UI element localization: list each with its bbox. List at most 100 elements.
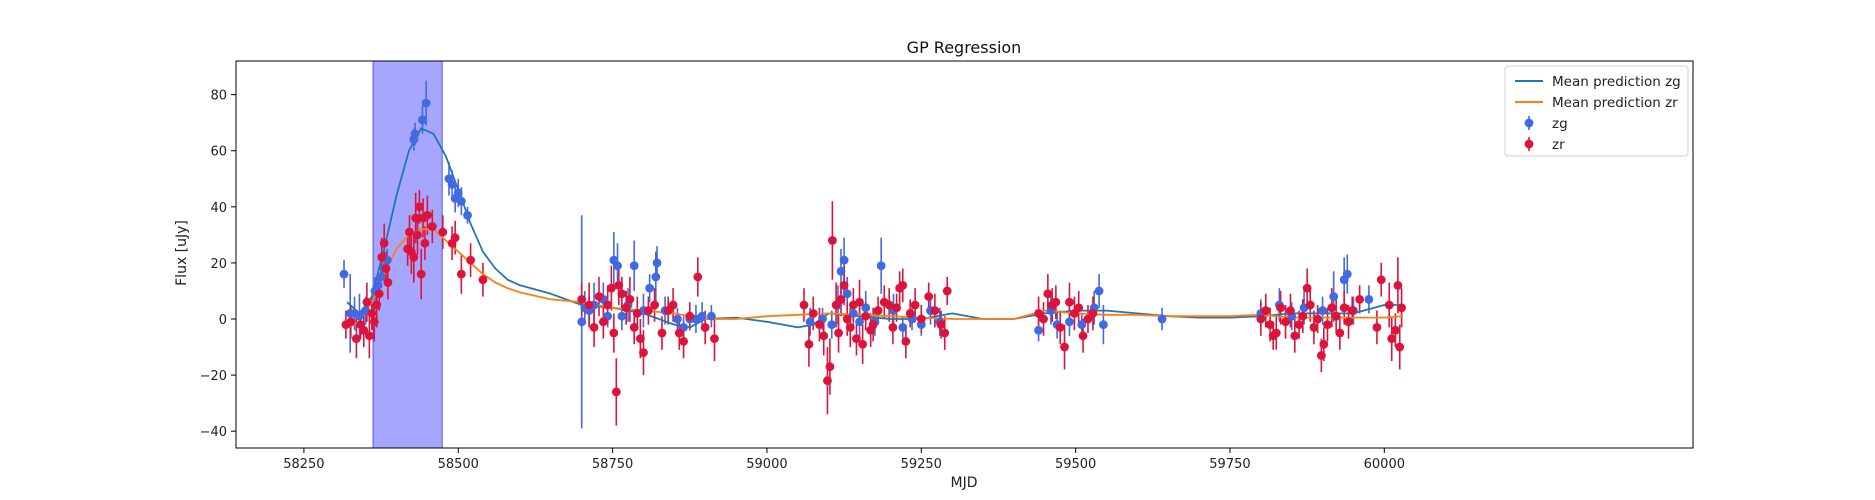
data-point-zg (651, 272, 661, 282)
x-tick-label: 58500 (438, 457, 479, 472)
data-point-zr (381, 264, 391, 273)
y-tick-label: 0 (219, 313, 227, 328)
data-point-zr (1309, 323, 1319, 332)
mean-line-zg (346, 127, 1403, 329)
data-point-zr (1078, 331, 1088, 341)
y-tick-label: −20 (200, 369, 227, 384)
data-point-layer (339, 98, 1406, 397)
data-point-zr (842, 314, 852, 324)
data-point-zg (1329, 292, 1339, 301)
data-point-zr (825, 362, 835, 372)
data-point-zr (411, 213, 421, 223)
data-point-zr (625, 294, 635, 304)
legend-label: zr (1552, 137, 1565, 153)
data-point-zr (679, 337, 688, 346)
mean-line-zr (346, 228, 1403, 329)
x-tick-label: 59750 (1209, 457, 1250, 472)
data-point-zg (617, 311, 627, 321)
data-point-zr (940, 328, 950, 338)
data-point-zr (1276, 303, 1285, 313)
data-point-zr (1271, 328, 1281, 338)
data-point-zr (1347, 306, 1357, 315)
data-point-zg (1318, 306, 1327, 315)
data-point-zr (416, 269, 426, 279)
data-point-zg (463, 210, 472, 220)
data-point-zr (1316, 351, 1326, 360)
data-point-zr (367, 308, 377, 318)
x-tick-label: 59000 (746, 457, 787, 472)
y-tick-label: −40 (200, 425, 227, 440)
data-point-zr (855, 297, 864, 307)
data-point-zr (668, 300, 678, 310)
data-point-zr (916, 314, 926, 324)
data-point-zr (422, 210, 432, 220)
data-point-zr (873, 306, 883, 315)
data-point-zg (373, 280, 383, 290)
data-point-zg (418, 115, 427, 125)
data-point-zg (1157, 314, 1167, 324)
data-point-zr (942, 286, 952, 296)
legend-box (1504, 65, 1689, 157)
data-point-zr (621, 303, 631, 313)
data-point-zg (1077, 320, 1087, 330)
data-point-zr (644, 306, 653, 315)
data-point-zr (819, 331, 829, 341)
data-point-zr (868, 320, 878, 330)
data-point-zr (836, 294, 846, 304)
data-point-zr (924, 292, 934, 301)
data-point-zg (898, 323, 908, 332)
data-point-zr (1298, 311, 1308, 321)
data-point-zr (1327, 303, 1337, 313)
data-point-zr (603, 300, 613, 310)
data-point-zr (374, 289, 384, 299)
x-axis-label: MJD (951, 475, 978, 491)
data-point-zr (1344, 317, 1353, 327)
data-point-zr (910, 300, 920, 310)
data-point-zg (652, 258, 662, 268)
data-point-zr (815, 320, 824, 330)
y-tick-label: 60 (210, 145, 227, 160)
data-point-zr (1387, 334, 1397, 344)
legend: Mean prediction zg Mean prediction zr zg zr (1504, 65, 1689, 157)
data-point-zr (1290, 331, 1300, 341)
data-point-zr (1074, 303, 1084, 313)
data-point-zr (478, 275, 488, 285)
data-point-zr (362, 297, 372, 307)
data-point-zg (706, 311, 716, 321)
data-point-zg (613, 261, 622, 271)
data-point-zr (799, 300, 809, 310)
data-point-zg (577, 317, 587, 327)
data-point-zr (1286, 306, 1295, 315)
data-point-zg (855, 317, 864, 327)
gp-line-layer (346, 127, 1403, 329)
x-tick-label: 59500 (1055, 457, 1096, 472)
data-point-zr (1256, 314, 1266, 324)
x-tick-label: 59250 (901, 457, 942, 472)
data-point-zr (823, 376, 832, 386)
data-point-zr (1261, 306, 1271, 315)
y-axis-label: Flux [uJy] (174, 220, 190, 286)
data-point-zr (898, 280, 908, 290)
data-point-zr (1391, 325, 1400, 335)
plot-frame (235, 60, 1694, 449)
x-tick-label: 58250 (283, 457, 324, 472)
data-point-zr (1039, 314, 1048, 324)
data-point-zg (410, 129, 420, 139)
data-point-zr (1376, 275, 1386, 285)
data-point-zr (674, 328, 684, 338)
data-point-zr (632, 308, 642, 318)
data-point-zr (888, 323, 898, 332)
data-point-zr (1313, 314, 1323, 324)
data-point-zg (1034, 325, 1043, 335)
legend-label: Mean prediction zg (1552, 74, 1681, 90)
data-point-zr (351, 334, 361, 344)
data-point-zg (805, 317, 815, 327)
data-point-zr (884, 300, 894, 310)
data-point-zr (1339, 303, 1349, 313)
data-point-zr (650, 300, 659, 310)
data-point-zr (1384, 300, 1394, 310)
data-point-zr (892, 303, 901, 313)
data-point-zr (839, 280, 849, 290)
data-point-zr (827, 236, 837, 245)
